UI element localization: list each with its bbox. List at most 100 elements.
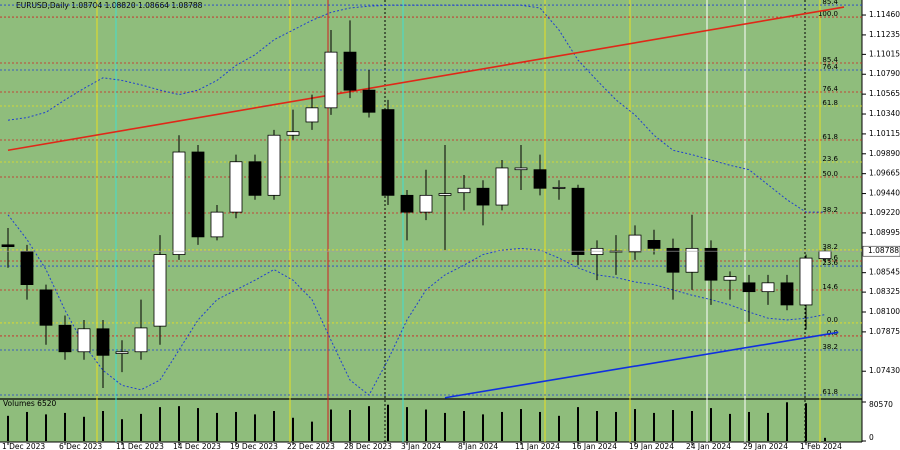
volume-label: Volumes 6520	[3, 399, 57, 408]
candle-body	[761, 282, 775, 293]
level-label: 50.0	[822, 170, 838, 178]
candle-body	[723, 276, 737, 281]
candle-body	[286, 131, 300, 136]
x-tick-label: 11 Jan 2024	[515, 442, 560, 450]
y-tick-label: 1.08545	[869, 268, 900, 277]
candle-body	[77, 328, 91, 353]
x-tick-label: 3 Jan 2024	[401, 442, 441, 450]
y-tick-label: 1.07430	[869, 366, 900, 375]
y-tick-label: 1.11015	[869, 49, 900, 58]
candle-body	[742, 282, 756, 293]
y-tick-label: 1.07875	[869, 327, 900, 336]
x-tick-label: 29 Jan 2024	[743, 442, 788, 450]
y-tick-label: 1.09440	[869, 189, 900, 198]
candle-body	[153, 254, 167, 327]
trendline	[7, 6, 845, 152]
candle-body	[191, 151, 205, 238]
candle-body	[438, 193, 452, 196]
candle-body	[533, 169, 547, 189]
candle-body	[400, 194, 414, 213]
candle-body	[96, 328, 110, 356]
y-tick-label: 1.10115	[869, 129, 900, 138]
level-label: 23.6	[822, 155, 838, 163]
candle-body	[20, 251, 34, 286]
candle-body	[343, 51, 357, 91]
current-price-box	[862, 245, 900, 257]
y-tick-label: 1.09665	[869, 169, 900, 178]
current-price-label: 1.08788	[868, 246, 899, 255]
level-label: 61.8	[822, 133, 838, 141]
candle-body	[552, 186, 566, 189]
candle-body	[514, 167, 528, 171]
candle-body	[324, 51, 338, 109]
candle-body	[172, 151, 186, 255]
candle-body	[457, 187, 471, 194]
candle-body	[666, 247, 680, 273]
x-tick-label: 24 Jan 2024	[686, 442, 731, 450]
candle-body	[229, 161, 243, 213]
candle-body	[362, 89, 376, 113]
candle-body	[58, 324, 72, 353]
level-label: 76.4	[822, 63, 838, 71]
level-label: 100.0	[818, 10, 838, 18]
candle-body	[381, 109, 395, 196]
level-label: 61.8	[822, 388, 838, 396]
trendline	[444, 331, 839, 399]
level-label: 85.4	[822, 56, 838, 64]
candle-body	[780, 282, 794, 306]
y-tick-label: 1.09220	[869, 208, 900, 217]
level-label: 23.6	[822, 259, 838, 267]
candle-body	[134, 327, 148, 353]
y-tick-label: 1.11460	[869, 10, 900, 19]
y-tick-label: 1.10565	[869, 89, 900, 98]
candle-body	[685, 247, 699, 273]
y-tick-label: 1.09890	[869, 149, 900, 158]
level-label: 85.4	[822, 0, 838, 6]
y-tick-label: 1.08100	[869, 307, 900, 316]
candle-body	[267, 134, 281, 196]
y-tick-label: 1.10340	[869, 109, 900, 118]
candle-body	[476, 187, 490, 206]
candle-body	[1, 244, 15, 247]
level-label: 76.4	[822, 85, 838, 93]
y-tick-label: 1.08325	[869, 287, 900, 296]
x-tick-label: 6 Dec 2023	[59, 442, 102, 450]
candle-body	[799, 257, 813, 306]
volume-tick-label: 0	[869, 433, 874, 442]
candle-body	[305, 107, 319, 123]
x-tick-label: 1 Dec 2023	[2, 442, 45, 450]
x-tick-label: 19 Dec 2023	[230, 442, 278, 450]
x-tick-label: 11 Dec 2023	[116, 442, 164, 450]
candle-body	[495, 167, 509, 206]
x-tick-label: 8 Jan 2024	[458, 442, 498, 450]
level-label: 38.2	[822, 343, 838, 351]
level-label: 38.2	[822, 206, 838, 214]
candle-body	[818, 250, 832, 260]
candle-body	[39, 289, 53, 326]
y-tick-label: 1.08995	[869, 228, 900, 237]
candle-body	[210, 211, 224, 238]
candle-body	[704, 247, 718, 281]
volume-tick-label: 80570	[869, 400, 893, 409]
x-tick-label: 16 Jan 2024	[572, 442, 617, 450]
candle-body	[248, 161, 262, 196]
level-label: 0.0	[827, 316, 838, 324]
y-tick-label: 1.11235	[869, 30, 900, 39]
x-tick-label: 14 Dec 2023	[173, 442, 221, 450]
candle-body	[419, 194, 433, 213]
x-tick-label: 19 Jan 2024	[629, 442, 674, 450]
candle-body	[115, 351, 129, 354]
plot-background	[0, 0, 862, 442]
x-tick-label: 22 Dec 2023	[287, 442, 335, 450]
candle-body	[647, 240, 661, 249]
chart-title: EURUSD,Daily 1.08704 1.08820 1.08664 1.0…	[16, 1, 203, 10]
candle-body	[571, 187, 585, 255]
y-tick-label: 1.10790	[869, 69, 900, 78]
level-label: 61.8	[822, 99, 838, 107]
level-label: 14.6	[822, 283, 838, 291]
candle-body	[628, 234, 642, 253]
x-tick-label: 28 Dec 2023	[344, 442, 392, 450]
level-label: 38.2	[822, 243, 838, 251]
x-tick-label: 1 Feb 2024	[800, 442, 842, 450]
